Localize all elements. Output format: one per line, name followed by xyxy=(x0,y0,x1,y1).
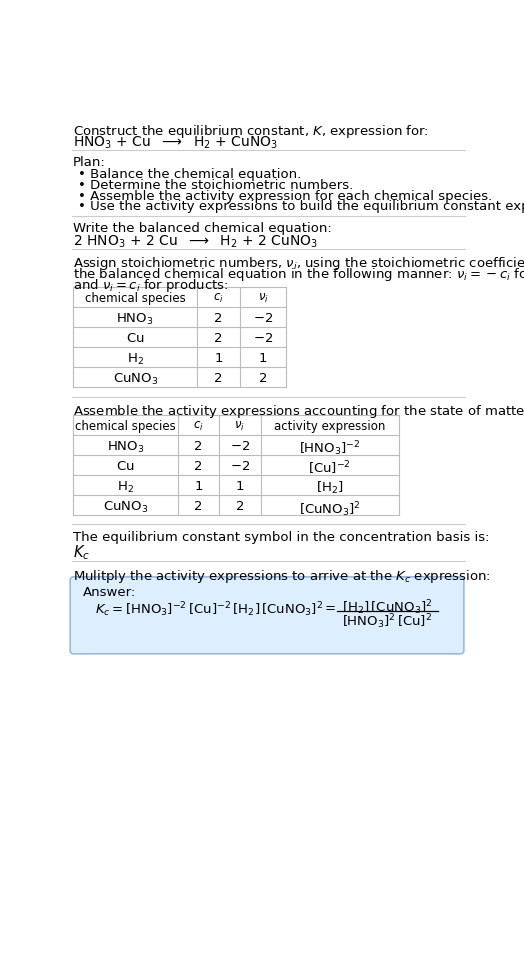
Text: $\mathrm{CuNO_3}$: $\mathrm{CuNO_3}$ xyxy=(103,500,148,515)
Text: $\mathrm{H_2}$: $\mathrm{H_2}$ xyxy=(117,479,134,495)
Text: 2 $\mathrm{HNO_3}$ + 2 Cu  $\longrightarrow$  $\mathrm{H_2}$ + 2 $\mathrm{CuNO_3: 2 $\mathrm{HNO_3}$ + 2 Cu $\longrightarr… xyxy=(73,234,318,250)
Text: the balanced chemical equation in the following manner: $\nu_i = -c_i$ for react: the balanced chemical equation in the fo… xyxy=(73,266,524,282)
Text: and $\nu_i = c_i$ for products:: and $\nu_i = c_i$ for products: xyxy=(73,277,229,294)
Text: $\mathrm{[H_2]\,[CuNO_3]^2}$: $\mathrm{[H_2]\,[CuNO_3]^2}$ xyxy=(342,598,432,617)
Text: 2: 2 xyxy=(236,500,244,513)
Text: Write the balanced chemical equation:: Write the balanced chemical equation: xyxy=(73,222,332,234)
Text: $\mathrm{[CuNO_3]^2}$: $\mathrm{[CuNO_3]^2}$ xyxy=(299,500,361,519)
Text: $\mathrm{[Cu]^{-2}}$: $\mathrm{[Cu]^{-2}}$ xyxy=(309,459,351,478)
Text: $\mathrm{HNO_3}$ + Cu  $\longrightarrow$  $\mathrm{H_2}$ + $\mathrm{CuNO_3}$: $\mathrm{HNO_3}$ + Cu $\longrightarrow$ … xyxy=(73,135,278,151)
Text: Mulitply the activity expressions to arrive at the $K_c$ expression:: Mulitply the activity expressions to arr… xyxy=(73,568,491,585)
Text: 2: 2 xyxy=(214,332,223,345)
Text: 2: 2 xyxy=(259,372,267,385)
Text: • Use the activity expressions to build the equilibrium constant expression.: • Use the activity expressions to build … xyxy=(78,200,524,213)
Text: $\mathrm{HNO_3}$: $\mathrm{HNO_3}$ xyxy=(116,312,154,327)
Text: chemical species: chemical species xyxy=(85,292,185,305)
Text: $\nu_i$: $\nu_i$ xyxy=(234,420,245,433)
Text: Construct the equilibrium constant, $K$, expression for:: Construct the equilibrium constant, $K$,… xyxy=(73,122,429,140)
Text: $K_c$: $K_c$ xyxy=(73,543,90,562)
Text: $\mathrm{CuNO_3}$: $\mathrm{CuNO_3}$ xyxy=(113,372,158,388)
Text: 1: 1 xyxy=(194,479,203,493)
Text: Plan:: Plan: xyxy=(73,156,106,169)
Text: $\mathrm{H_2}$: $\mathrm{H_2}$ xyxy=(127,352,144,367)
Text: $-2$: $-2$ xyxy=(230,440,250,453)
Text: • Determine the stoichiometric numbers.: • Determine the stoichiometric numbers. xyxy=(78,179,353,191)
Text: $-2$: $-2$ xyxy=(253,332,273,345)
Text: 1: 1 xyxy=(259,352,267,365)
Text: $\mathrm{[HNO_3]^2\,[Cu]^2}$: $\mathrm{[HNO_3]^2\,[Cu]^2}$ xyxy=(342,612,432,631)
Text: Assign stoichiometric numbers, $\nu_i$, using the stoichiometric coefficients, $: Assign stoichiometric numbers, $\nu_i$, … xyxy=(73,255,524,272)
Text: 2: 2 xyxy=(194,459,203,473)
FancyBboxPatch shape xyxy=(70,577,464,654)
Text: $c_i$: $c_i$ xyxy=(193,420,204,433)
Text: $-2$: $-2$ xyxy=(253,312,273,325)
Text: $\mathrm{Cu}$: $\mathrm{Cu}$ xyxy=(116,459,135,473)
Text: $\mathrm{[HNO_3]^{-2}}$: $\mathrm{[HNO_3]^{-2}}$ xyxy=(299,440,361,458)
Text: 2: 2 xyxy=(214,372,223,385)
Text: 2: 2 xyxy=(194,500,203,513)
Text: $\nu_i$: $\nu_i$ xyxy=(258,292,268,305)
Text: $-2$: $-2$ xyxy=(230,459,250,473)
Text: 1: 1 xyxy=(236,479,244,493)
Text: activity expression: activity expression xyxy=(274,420,386,433)
Text: $=$: $=$ xyxy=(322,600,336,612)
Text: $\mathrm{HNO_3}$: $\mathrm{HNO_3}$ xyxy=(107,440,144,455)
Text: 2: 2 xyxy=(214,312,223,325)
Text: Assemble the activity expressions accounting for the state of matter and $\nu_i$: Assemble the activity expressions accoun… xyxy=(73,403,524,420)
Text: $K_c = \mathrm{[HNO_3]^{-2}\,[Cu]^{-2}\,[H_2]\,[CuNO_3]^2}$: $K_c = \mathrm{[HNO_3]^{-2}\,[Cu]^{-2}\,… xyxy=(95,600,323,618)
Text: The equilibrium constant symbol in the concentration basis is:: The equilibrium constant symbol in the c… xyxy=(73,530,490,544)
Text: $\mathrm{[H_2]}$: $\mathrm{[H_2]}$ xyxy=(316,479,344,496)
Text: Answer:: Answer: xyxy=(83,586,136,599)
Text: 2: 2 xyxy=(194,440,203,453)
Text: • Assemble the activity expression for each chemical species.: • Assemble the activity expression for e… xyxy=(78,189,492,203)
Text: $\mathrm{Cu}$: $\mathrm{Cu}$ xyxy=(126,332,145,345)
Text: $c_i$: $c_i$ xyxy=(213,292,224,305)
Text: • Balance the chemical equation.: • Balance the chemical equation. xyxy=(78,168,301,181)
Text: 1: 1 xyxy=(214,352,223,365)
Text: chemical species: chemical species xyxy=(75,420,176,433)
